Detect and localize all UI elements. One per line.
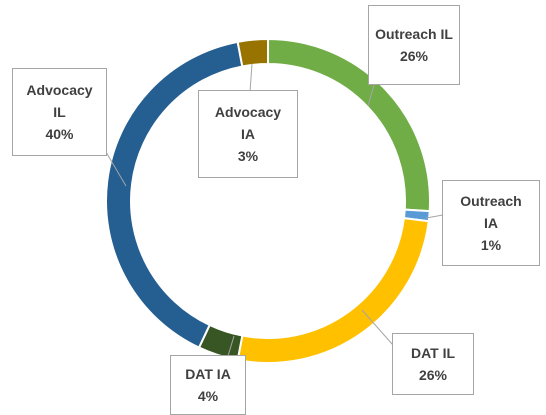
- data-label: DAT IA 4%: [170, 355, 246, 415]
- leader-line: [249, 63, 253, 93]
- category-label: DAT IL: [410, 345, 456, 361]
- donut-segment: [105, 40, 244, 349]
- category-label: Advocacy IL: [26, 82, 93, 120]
- leader-lines: [105, 63, 444, 357]
- data-label: Advocacy IA 3%: [198, 90, 298, 178]
- category-label: Outreach IA: [460, 193, 522, 231]
- category-label: Outreach IL: [375, 26, 453, 42]
- leader-line: [227, 335, 235, 357]
- value-label: 40%: [45, 126, 74, 142]
- leader-line: [361, 309, 394, 346]
- donut-segment: [236, 37, 269, 68]
- leader-line: [367, 84, 375, 107]
- value-label: 4%: [197, 388, 219, 404]
- category-label: DAT IA: [185, 366, 231, 382]
- data-label: Outreach IA 1%: [442, 180, 540, 266]
- data-label: Advocacy IL 40%: [12, 68, 107, 156]
- data-label: Outreach IL 26%: [368, 5, 460, 85]
- leader-line: [425, 214, 444, 219]
- value-label: 3%: [237, 148, 259, 164]
- value-label: 26%: [399, 48, 429, 64]
- leader-line: [105, 151, 127, 187]
- value-label: 26%: [418, 367, 448, 383]
- value-label: 1%: [480, 237, 502, 253]
- category-label: Advocacy IA: [214, 104, 282, 142]
- data-label: DAT IL 26%: [392, 333, 474, 395]
